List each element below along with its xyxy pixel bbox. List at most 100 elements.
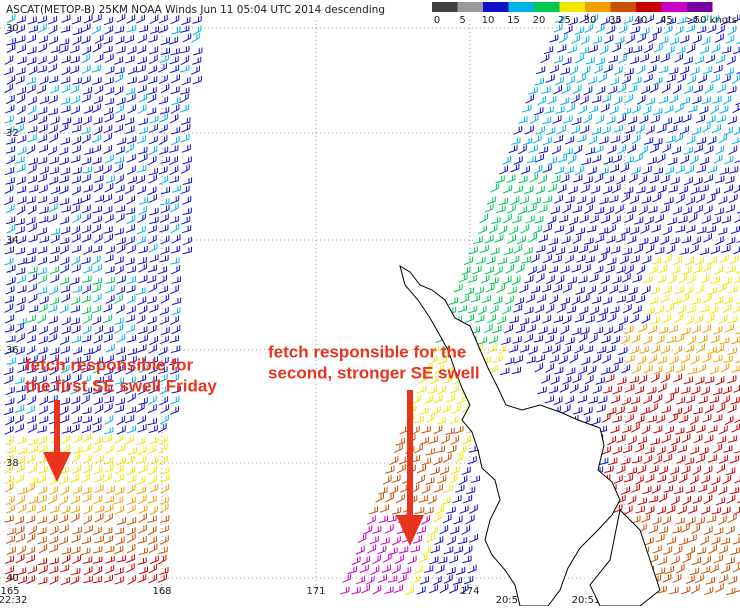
wind-barb [542,223,552,233]
wind-barb [555,275,565,285]
wind-barb [512,336,522,344]
wind-barb [598,307,609,316]
wind-barb [148,356,158,364]
wind-barb [158,285,168,294]
wind-barb [697,484,708,493]
wind-barb [706,115,716,124]
wind-barb [148,167,158,176]
wind-barb [574,26,584,36]
wind-barb [481,295,492,304]
wind-barb [182,177,193,185]
wind-barb [664,166,675,175]
wind-barb [487,314,497,324]
wind-barb [687,274,697,284]
wind-barb [727,435,738,443]
wind-barb [627,467,637,475]
wind-barb [378,515,388,524]
wind-barb [169,165,179,176]
wind-barb [39,75,49,85]
wind-barb [104,214,114,224]
wind-barb [575,54,584,64]
wind-barb [16,164,26,173]
wind-barb [625,264,634,275]
wind-barb [137,574,147,584]
wind-barb [715,583,724,593]
lon-label: 171 [306,586,325,597]
wind-barb [193,47,203,56]
wind-barb [26,314,36,323]
wind-barb [91,144,102,154]
wind-barb [574,314,584,323]
wind-barb [38,444,48,453]
wind-barb [181,164,190,174]
wind-barb [552,115,562,124]
wind-barb [583,114,593,124]
wind-barb [467,564,477,574]
wind-barb [502,275,512,285]
wind-barb [650,437,660,446]
wind-barb [181,117,191,125]
wind-barb [634,244,644,254]
wind-barb [566,305,577,314]
wind-barb [608,85,618,95]
wind-barb [6,546,16,556]
legend-label: 35 [609,15,622,26]
wind-barb [702,66,713,75]
wind-barb [17,257,28,266]
wind-barb [28,305,39,313]
wind-barb [689,244,699,254]
wind-barb [158,74,168,84]
wind-barb [683,85,693,94]
wind-barb [48,203,58,213]
wind-barb [449,416,459,425]
wind-barb [691,126,701,136]
wind-barb [513,125,523,135]
wind-barb [47,304,58,313]
wind-barb [713,154,723,164]
wind-barb [70,55,80,64]
wind-barb [683,176,693,186]
wind-barb [416,464,426,474]
wind-barb [699,105,709,115]
wind-barb [148,564,158,574]
wind-barb [507,204,516,214]
wind-barb [446,567,456,575]
wind-barb [148,543,158,554]
legend-swatch [534,2,560,12]
legend-swatch [636,2,662,12]
wind-barb [686,224,696,234]
wind-barb [169,366,180,375]
wind-barb [181,123,191,133]
wind-barb [445,394,455,403]
wind-barb [552,255,562,264]
wind-barb [672,206,682,215]
wind-barb [519,284,529,294]
wind-barb [127,347,137,356]
wind-barb [722,303,732,313]
wind-barb [695,284,705,295]
wind-barb [611,215,621,225]
wind-barb [15,464,25,473]
wind-barb [126,285,136,294]
wind-barb [147,404,157,414]
wind-barb [124,435,134,445]
wind-barb [546,126,556,136]
wind-barb [462,555,472,564]
wind-barb [635,186,646,194]
wind-barb [26,575,36,585]
wind-barb [642,165,652,175]
wind-barb [721,506,731,515]
wind-barb [564,166,574,175]
wind-barb [126,14,136,24]
wind-barb [37,195,48,204]
wind-barb [138,153,148,163]
wind-barb [546,245,556,255]
wind-barb [28,464,38,474]
wind-barb [81,364,91,374]
wind-barb [180,104,190,113]
wind-barb [82,387,92,395]
wind-barb [624,214,634,224]
wind-barb [38,465,48,474]
wind-barb [607,313,617,323]
wind-barb [126,334,137,343]
